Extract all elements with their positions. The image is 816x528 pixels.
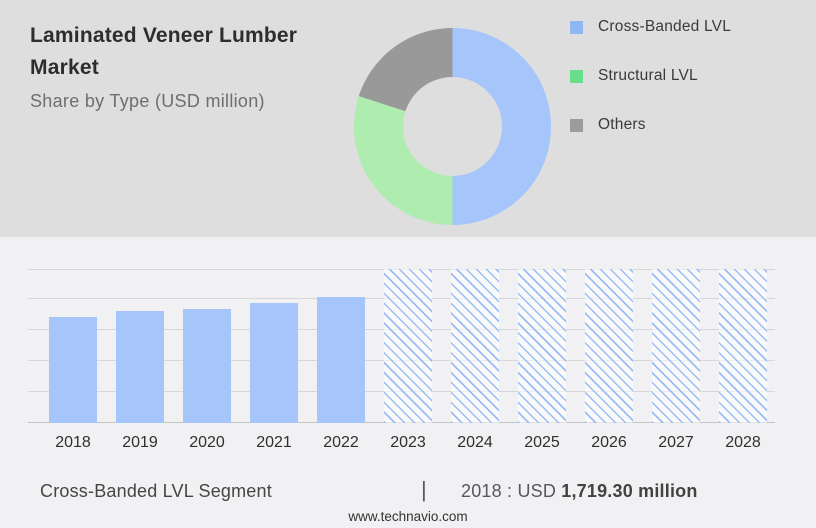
bar-chart-columns: 2018 2019 2020 2021 2022 2023 2024 2025 2026 2027… [28, 269, 775, 451]
year-label-2026: 2026 [591, 434, 627, 451]
bar-2018 [49, 317, 97, 423]
forecast-bar-2026 [585, 269, 633, 423]
forecast-bar-2025 [518, 269, 566, 423]
year-label-2024: 2024 [457, 434, 493, 451]
donut-hole [403, 77, 502, 176]
footer-separator: | [421, 477, 427, 502]
bar-2020 [183, 309, 231, 423]
bar-column-2019: 2019 [116, 269, 164, 451]
bar-column-2026: 2026 [585, 269, 633, 451]
forecast-bar-2028 [719, 269, 767, 423]
year-label-2028: 2028 [725, 434, 761, 451]
bar-column-2025: 2025 [518, 269, 566, 451]
header-section: Laminated Veneer Lumber Market Share by … [0, 0, 816, 237]
title-block: Laminated Veneer Lumber Market Share by … [30, 20, 297, 112]
legend: Cross-Banded LVL Structural LVL Others [570, 18, 732, 166]
legend-label: Structural LVL [598, 67, 698, 84]
donut-chart [354, 28, 551, 225]
year-label-2022: 2022 [323, 434, 359, 451]
legend-item-structural-lvl: Structural LVL [570, 67, 731, 84]
legend-item-others: Others [570, 116, 731, 133]
legend-item-cross-banded-lvl: Cross-Banded LVL [570, 18, 732, 35]
legend-swatch-gray [570, 118, 583, 132]
bar-2021 [250, 303, 298, 423]
bar-column-2022: 2022 [317, 269, 365, 451]
year-label-2023: 2023 [390, 434, 426, 451]
bar-column-2020: 2020 [183, 269, 231, 451]
page-title-line2: Market [30, 56, 99, 79]
year-label-2021: 2021 [256, 434, 292, 451]
legend-swatch-green [570, 69, 583, 83]
legend-label: Cross-Banded LVL [598, 18, 732, 35]
chart-section: 2018 2019 2020 2021 2022 2023 2024 2025 2026 2027… [0, 237, 816, 528]
legend-swatch-blue [570, 20, 583, 34]
segment-value-amount: 1,719.30 million [561, 481, 698, 501]
segment-value-prefix: 2018 : USD [461, 481, 557, 501]
bar-column-2028: 2028 [719, 269, 767, 451]
forecast-bar-2024 [451, 269, 499, 423]
forecast-bar-2027 [652, 269, 700, 423]
legend-label: Others [598, 116, 646, 133]
year-label-2018: 2018 [55, 434, 91, 451]
year-label-2025: 2025 [524, 434, 560, 451]
forecast-bar-2023 [384, 269, 432, 423]
year-label-2027: 2027 [658, 434, 694, 451]
bar-column-2018: 2018 [49, 269, 97, 451]
year-label-2020: 2020 [189, 434, 225, 451]
footer-row: Cross-Banded LVL Segment | 2018 : USD 1,… [0, 477, 816, 507]
segment-label: Cross-Banded LVL Segment [40, 481, 272, 501]
bar-2019 [116, 311, 164, 423]
page-subtitle: Share by Type (USD million) [30, 91, 265, 111]
bar-column-2023: 2023 [384, 269, 432, 451]
website-link[interactable]: www.technavio.com [348, 509, 468, 524]
bar-column-2027: 2027 [652, 269, 700, 451]
bar-column-2024: 2024 [451, 269, 499, 451]
bar-column-2021: 2021 [250, 269, 298, 451]
year-label-2019: 2019 [122, 434, 158, 451]
bar-2022 [317, 297, 365, 423]
segment-value: 2018 : USD 1,719.30 million [461, 481, 698, 502]
page-title-line1: Laminated Veneer Lumber [30, 24, 298, 47]
